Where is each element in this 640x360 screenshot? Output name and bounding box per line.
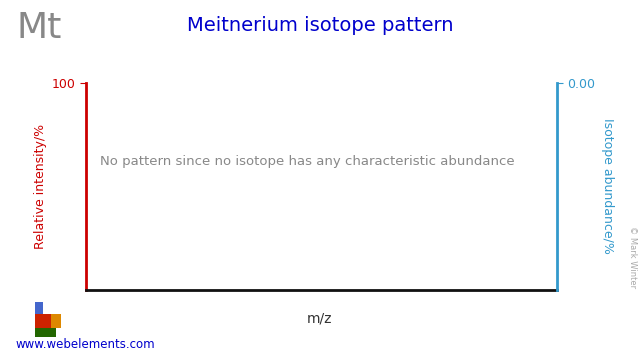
Y-axis label: Isotope abundance/%: Isotope abundance/% (601, 118, 614, 254)
Text: © Mark Winter: © Mark Winter (628, 226, 637, 288)
Text: www.webelements.com: www.webelements.com (16, 338, 156, 351)
Text: Meitnerium isotope pattern: Meitnerium isotope pattern (187, 16, 453, 35)
Text: No pattern since no isotope has any characteristic abundance: No pattern since no isotope has any char… (100, 155, 515, 168)
Y-axis label: Relative intensity/%: Relative intensity/% (33, 124, 47, 249)
Text: m/z: m/z (307, 311, 333, 325)
Text: Mt: Mt (16, 11, 61, 45)
